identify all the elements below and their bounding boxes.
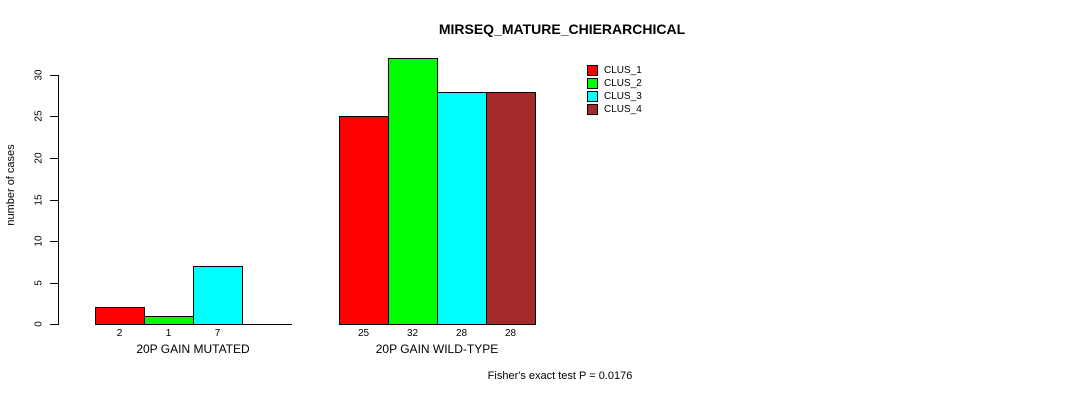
y-tick-label: 10 [33, 235, 45, 247]
bar-value-label: 1 [165, 328, 172, 339]
y-axis-tick [50, 75, 58, 76]
legend-item-clus_1: CLUS_1 [587, 64, 642, 76]
legend-label: CLUS_2 [604, 77, 642, 89]
y-axis-tick [50, 200, 58, 201]
y-axis-line [58, 75, 59, 325]
bar-clus_4-group1-zero [242, 324, 292, 325]
y-axis-tick [50, 116, 58, 117]
y-axis-tick [50, 324, 58, 325]
y-axis-tick [50, 283, 58, 284]
legend-swatch-clus_3 [587, 90, 598, 102]
group-label: 20P GAIN WILD-TYPE [375, 342, 499, 356]
bar-clus_4-group2 [486, 92, 536, 325]
legend-item-clus_2: CLUS_2 [587, 77, 642, 89]
legend-label: CLUS_3 [604, 90, 642, 102]
bar-value-label: 25 [357, 328, 370, 339]
bar-clus_3-group2 [437, 92, 487, 325]
bar-value-label: 7 [214, 328, 221, 339]
y-axis-tick [50, 158, 58, 159]
group-label: 20P GAIN MUTATED [136, 342, 250, 356]
y-tick-label: 20 [33, 152, 45, 164]
legend-swatch-clus_1 [587, 64, 598, 76]
y-tick-label: 15 [33, 194, 45, 206]
fisher-test-annotation: Fisher's exact test P = 0.0176 [487, 370, 633, 382]
y-tick-label: 5 [33, 280, 45, 286]
bar-clus_2-group1 [144, 316, 194, 325]
y-axis-label: number of cases [5, 144, 17, 226]
legend-swatch-clus_2 [587, 77, 598, 89]
bar-value-label: 32 [406, 328, 419, 339]
bar-clus_3-group1 [193, 266, 243, 325]
y-tick-label: 30 [33, 69, 45, 81]
bar-clus_2-group2 [388, 58, 438, 325]
y-tick-label: 0 [33, 321, 45, 327]
legend-label: CLUS_4 [604, 103, 642, 115]
y-tick-label: 25 [33, 110, 45, 122]
bar-clus_1-group2 [339, 116, 389, 325]
y-axis-tick [50, 241, 58, 242]
bar-value-label: 2 [116, 328, 123, 339]
chart-title: MIRSEQ_MATURE_CHIERARCHICAL [438, 21, 686, 37]
legend-swatch-clus_4 [587, 103, 598, 115]
legend-item-clus_3: CLUS_3 [587, 90, 642, 102]
bar-clus_1-group1 [95, 307, 145, 325]
legend-label: CLUS_1 [604, 64, 642, 76]
bar-value-label: 28 [455, 328, 468, 339]
legend-item-clus_4: CLUS_4 [587, 103, 642, 115]
bar-value-label: 28 [504, 328, 517, 339]
